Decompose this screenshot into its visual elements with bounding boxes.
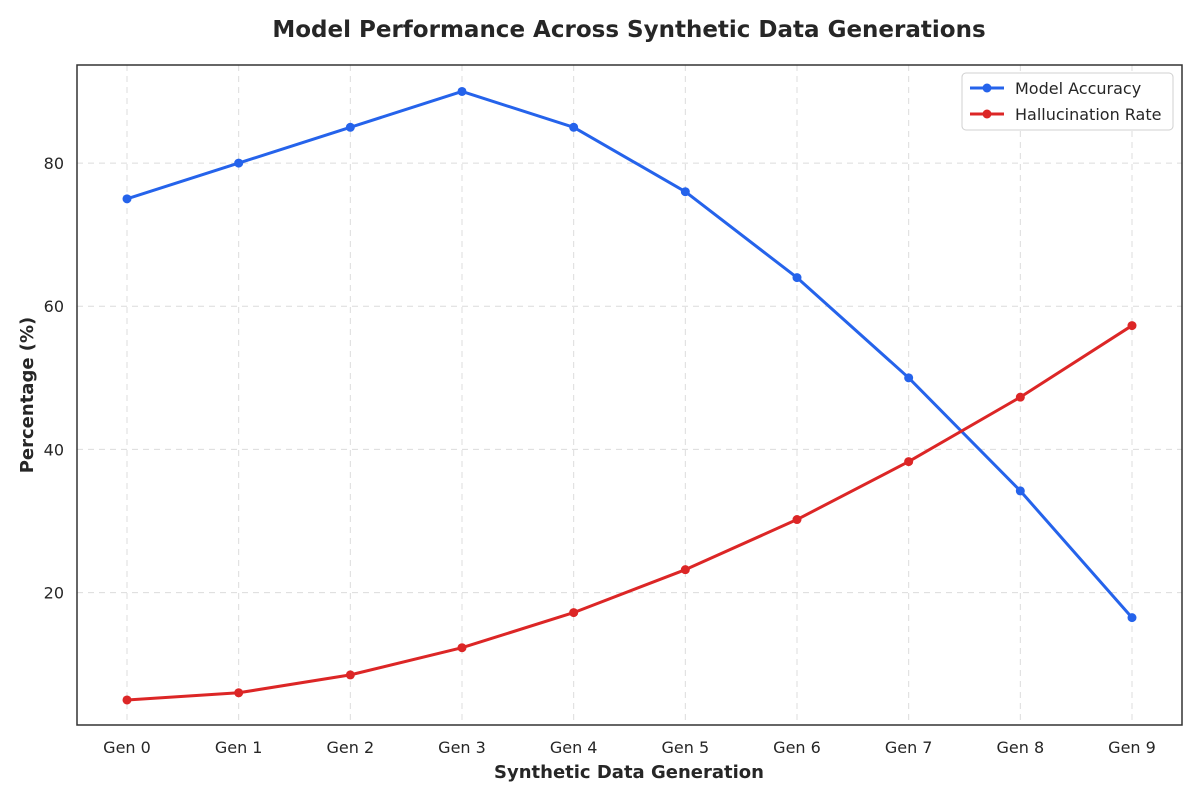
model-accuracy-series — [122, 86, 1137, 623]
x-axis-label: Synthetic Data Generation — [494, 762, 764, 783]
model-accuracy-point — [1127, 613, 1137, 623]
plot-frame — [76, 64, 1183, 726]
model-accuracy-point — [457, 86, 467, 96]
x-tick-label: Gen 8 — [997, 738, 1045, 757]
model-accuracy-point — [904, 373, 914, 383]
hallucination-rate-point — [569, 608, 579, 618]
hallucination-rate-point — [1127, 321, 1137, 331]
x-tick-label: Gen 6 — [773, 738, 821, 757]
model-accuracy-point — [345, 122, 355, 132]
model-accuracy-point — [569, 122, 579, 132]
x-tick-label: Gen 5 — [662, 738, 710, 757]
legend-label: Model Accuracy — [1015, 79, 1141, 98]
hallucination-rate-point — [457, 643, 467, 653]
series-layer — [122, 86, 1137, 705]
legend-swatch-marker — [982, 83, 992, 93]
y-axis-ticks: 20 40 60 80 — [44, 154, 64, 603]
y-tick-label: 80 — [44, 154, 64, 173]
y-tick-label: 40 — [44, 440, 64, 459]
model-accuracy-point — [1015, 486, 1025, 496]
hallucination-rate-series — [122, 321, 1137, 705]
model-accuracy-point — [122, 194, 132, 204]
legend-label: Hallucination Rate — [1015, 105, 1161, 124]
x-tick-label: Gen 2 — [327, 738, 375, 757]
legend-entry-hallucination-rate: Hallucination Rate — [970, 105, 1161, 124]
y-axis-label: Percentage (%) — [17, 317, 38, 474]
model-accuracy-point — [680, 187, 690, 197]
model-accuracy-point — [234, 158, 244, 168]
legend-swatch-marker — [982, 109, 992, 119]
hallucination-rate-point — [345, 670, 355, 680]
hallucination-rate-point — [680, 565, 690, 575]
model-accuracy-point — [792, 273, 802, 283]
x-axis-ticks: Gen 0 Gen 1 Gen 2 Gen 3 Gen 4 Gen 5 Gen 6 Gen 7… — [103, 738, 1156, 757]
hallucination-rate-line — [125, 324, 1134, 702]
x-tick-label: Gen 0 — [103, 738, 151, 757]
x-tick-label: Gen 9 — [1108, 738, 1156, 757]
legend-box — [961, 72, 1174, 131]
x-tick-label: Gen 3 — [438, 738, 486, 757]
model-accuracy-line — [125, 89, 1134, 620]
hallucination-rate-point — [904, 457, 914, 467]
hallucination-rate-point — [122, 695, 132, 705]
x-tick-label: Gen 4 — [550, 738, 598, 757]
legend-entry-model-accuracy: Model Accuracy — [970, 79, 1141, 98]
x-tick-label: Gen 7 — [885, 738, 933, 757]
hallucination-rate-point — [792, 515, 802, 525]
legend: Model Accuracy Hallucination Rate — [961, 72, 1174, 131]
y-tick-label: 60 — [44, 297, 64, 316]
hallucination-rate-point — [234, 688, 244, 698]
hallucination-rate-point — [1015, 392, 1025, 402]
y-tick-label: 20 — [44, 584, 64, 603]
x-tick-label: Gen 1 — [215, 738, 263, 757]
chart-title: Model Performance Across Synthetic Data … — [272, 17, 985, 43]
